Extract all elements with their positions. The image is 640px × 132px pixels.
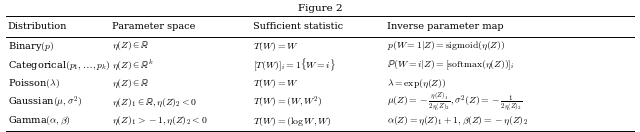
Text: $T(W) = W$: $T(W) = W$ [253,77,298,90]
Text: $T(W) = W$: $T(W) = W$ [253,40,298,53]
Text: Gamma$(\alpha, \beta)$: Gamma$(\alpha, \beta)$ [8,115,70,127]
Text: Categorical$(p_1,\ldots,p_k)$: Categorical$(p_1,\ldots,p_k)$ [8,59,110,72]
Text: Distribution: Distribution [8,22,67,31]
Text: Gaussian$(\mu, \sigma^2)$: Gaussian$(\mu, \sigma^2)$ [8,95,82,110]
Text: Figure 2: Figure 2 [298,4,342,13]
Text: $\lambda = \exp(\eta(Z))$: $\lambda = \exp(\eta(Z))$ [387,78,446,90]
Text: $\mu(Z) = -\frac{\eta(Z)_1}{2\eta(Z)_2}, \sigma^2(Z) = -\frac{1}{2\eta(Z)_2}$: $\mu(Z) = -\frac{\eta(Z)_1}{2\eta(Z)_2},… [387,92,523,113]
Text: $\eta(Z) \in \mathbb{R}$: $\eta(Z) \in \mathbb{R}$ [112,40,150,52]
Text: $\eta(Z) \in \mathbb{R}^k$: $\eta(Z) \in \mathbb{R}^k$ [112,58,154,72]
Text: $T(W) = (\log W, W)$: $T(W) = (\log W, W)$ [253,115,332,128]
Text: Binary$(p)$: Binary$(p)$ [8,40,54,53]
Text: $[T(W)]_i = \mathbf{1}\{W=i\}$: $[T(W)]_i = \mathbf{1}\{W=i\}$ [253,57,335,73]
Text: $\alpha(Z) = \eta(Z)_1 + 1, \beta(Z) = -\eta(Z)_2$: $\alpha(Z) = \eta(Z)_1 + 1, \beta(Z) = -… [387,115,528,127]
Text: Sufficient statistic: Sufficient statistic [253,22,343,31]
Text: $\eta(Z)_1 \in \mathbb{R}, \eta(Z)_2 < 0$: $\eta(Z)_1 \in \mathbb{R}, \eta(Z)_2 < 0… [112,96,197,109]
Text: $\mathbb{P}(W=i|Z) = [\mathrm{softmax}(\eta(Z))]_i$: $\mathbb{P}(W=i|Z) = [\mathrm{softmax}(\… [387,58,515,72]
Text: $T(W) = (W, W^2)$: $T(W) = (W, W^2)$ [253,95,323,110]
Text: Poisson$(\lambda)$: Poisson$(\lambda)$ [8,77,60,90]
Text: Parameter space: Parameter space [112,22,195,31]
Text: $\eta(Z)_1 > -1, \eta(Z)_2 < 0$: $\eta(Z)_1 > -1, \eta(Z)_2 < 0$ [112,115,207,127]
Text: $\eta(Z) \in \mathbb{R}$: $\eta(Z) \in \mathbb{R}$ [112,78,150,90]
Text: Inverse parameter map: Inverse parameter map [387,22,504,31]
Text: $p(W=1|Z) = \mathrm{sigmoid}(\eta(Z))$: $p(W=1|Z) = \mathrm{sigmoid}(\eta(Z))$ [387,40,506,52]
